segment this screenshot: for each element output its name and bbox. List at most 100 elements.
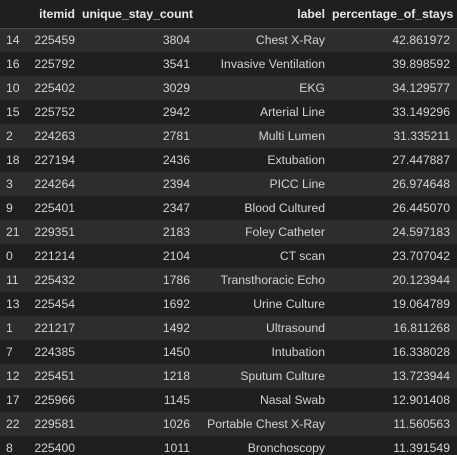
itemid-cell: 224385 [34, 345, 75, 359]
label-cell: Arterial Line [259, 105, 325, 119]
percentage-of-stays-cell: 11.391549 [393, 441, 450, 455]
table-row: 21 229351 2183 Foley Catheter 24.597183 [0, 220, 457, 244]
table-row: 9 225401 2347 Blood Cultured 26.445070 [0, 196, 457, 220]
row-index-cell: 1 [6, 321, 13, 335]
table-row: 13 225454 1692 Urine Culture 19.064789 [0, 292, 457, 316]
table-row: 22 229581 1026 Portable Chest X-Ray 11.56056… [0, 412, 457, 436]
percentage-of-stays-cell: 12.901408 [392, 393, 450, 407]
unique-stay-count-cell: 3029 [162, 81, 190, 95]
itemid-cell: 225454 [34, 297, 75, 311]
percentage-of-stays-cell: 16.811268 [393, 321, 450, 335]
unique-stay-count-cell: 1218 [162, 369, 190, 383]
column-header-unique-stay-count: unique_stay_count [82, 0, 197, 29]
row-index-cell: 3 [6, 177, 13, 191]
label-cell: EKG [299, 81, 325, 95]
table-row: 16 225792 3541 Invasive Ventilation 39.89859… [0, 52, 457, 76]
row-index-cell: 16 [6, 57, 20, 71]
row-index-cell: 7 [6, 345, 13, 359]
table-row: 15 225752 2942 Arterial Line 33.149296 [0, 100, 457, 124]
unique-stay-count-cell: 1492 [162, 321, 190, 335]
itemid-cell: 224264 [34, 177, 75, 191]
itemid-cell: 224263 [34, 129, 75, 143]
itemid-cell: 221217 [34, 321, 75, 335]
row-index-cell: 12 [6, 369, 20, 383]
percentage-of-stays-cell: 27.447887 [392, 153, 450, 167]
row-index-cell: 18 [6, 153, 20, 167]
label-cell: Foley Catheter [245, 225, 325, 239]
percentage-of-stays-cell: 42.861972 [392, 33, 450, 48]
unique-stay-count-cell: 2394 [162, 177, 190, 191]
itemid-cell: 225459 [34, 33, 75, 48]
column-header-label: label [197, 0, 332, 29]
percentage-of-stays-cell: 33.149296 [392, 105, 450, 119]
label-cell: Intubation [271, 345, 325, 359]
table-row: 7 224385 1450 Intubation 16.338028 [0, 340, 457, 364]
label-cell: Nasal Swab [259, 393, 325, 407]
unique-stay-count-cell: 2347 [162, 201, 190, 215]
row-index-cell: 9 [6, 201, 13, 215]
unique-stay-count-cell: 3541 [162, 57, 190, 71]
unique-stay-count-cell: 1450 [162, 345, 190, 359]
row-index-cell: 17 [6, 393, 20, 407]
percentage-of-stays-cell: 26.974648 [392, 177, 450, 191]
label-cell: Transthoracic Echo [220, 273, 325, 287]
percentage-of-stays-cell: 20.123944 [392, 273, 450, 287]
column-header-itemid: itemid [30, 0, 82, 29]
table-body: 14 225459 3804 Chest X-Ray 42.861972 16 225792… [0, 28, 457, 455]
percentage-of-stays-cell: 16.338028 [392, 345, 450, 359]
label-cell: Urine Culture [253, 297, 325, 311]
itemid-cell: 229581 [34, 417, 75, 431]
label-cell: Blood Cultured [244, 201, 325, 215]
itemid-cell: 221214 [34, 249, 75, 263]
table-row: 17 225966 1145 Nasal Swab 12.901408 [0, 388, 457, 412]
table-row: 18 227194 2436 Extubation 27.447887 [0, 148, 457, 172]
itemid-cell: 229351 [34, 225, 75, 239]
percentage-of-stays-cell: 13.723944 [392, 369, 450, 383]
row-index-cell: 2 [6, 129, 13, 143]
itemid-cell: 225966 [34, 393, 75, 407]
unique-stay-count-cell: 1692 [162, 297, 190, 311]
row-index-cell: 13 [6, 297, 20, 311]
unique-stay-count-cell: 3804 [162, 33, 190, 48]
table-row: 10 225402 3029 EKG 34.129577 [0, 76, 457, 100]
label-cell: Chest X-Ray [255, 33, 325, 48]
itemid-cell: 225752 [34, 105, 75, 119]
label-cell: CT scan [279, 249, 325, 263]
itemid-cell: 225402 [34, 81, 75, 95]
row-index-cell: 10 [6, 81, 20, 95]
percentage-of-stays-cell: 31.335211 [393, 129, 450, 143]
row-index-cell: 11 [6, 273, 19, 287]
itemid-cell: 227194 [34, 153, 75, 167]
unique-stay-count-cell: 2436 [162, 153, 190, 167]
row-index-cell: 15 [6, 105, 20, 119]
row-index-cell: 14 [6, 33, 20, 48]
percentage-of-stays-cell: 23.707042 [392, 249, 450, 263]
column-header-index [0, 0, 30, 29]
itemid-cell: 225451 [34, 369, 75, 383]
label-cell: Ultrasound [266, 321, 325, 335]
row-index-cell: 21 [6, 225, 20, 239]
table-row: 0 221214 2104 CT scan 23.707042 [0, 244, 457, 268]
percentage-of-stays-cell: 11.560563 [393, 417, 450, 431]
header-row: itemid unique_stay_count label percentag… [0, 0, 457, 29]
label-cell: Extubation [267, 153, 325, 167]
table-row: 14 225459 3804 Chest X-Ray 42.861972 [0, 28, 457, 52]
label-cell: Bronchoscopy [247, 441, 325, 455]
unique-stay-count-cell: 1786 [162, 273, 190, 287]
label-cell: Invasive Ventilation [220, 57, 325, 71]
percentage-of-stays-cell: 26.445070 [392, 201, 450, 215]
unique-stay-count-cell: 1026 [162, 417, 190, 431]
table-row: 3 224264 2394 PICC Line 26.974648 [0, 172, 457, 196]
percentage-of-stays-cell: 39.898592 [392, 57, 450, 71]
unique-stay-count-cell: 2104 [162, 249, 190, 263]
itemid-cell: 225400 [34, 441, 75, 455]
label-cell: PICC Line [269, 177, 325, 191]
unique-stay-count-cell: 2183 [162, 225, 190, 239]
row-index-cell: 22 [6, 417, 20, 431]
table-row: 11 225432 1786 Transthoracic Echo 20.123944 [0, 268, 457, 292]
percentage-of-stays-cell: 19.064789 [392, 297, 450, 311]
itemid-cell: 225792 [34, 57, 75, 71]
unique-stay-count-cell: 2781 [162, 129, 190, 143]
